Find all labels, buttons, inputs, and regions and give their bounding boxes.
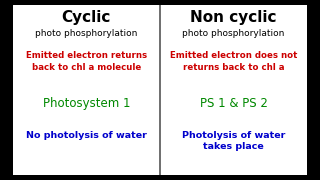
Text: photo phosphorylation: photo phosphorylation: [182, 29, 285, 38]
Text: Non cyclic: Non cyclic: [190, 10, 277, 26]
Text: Photolysis of water
takes place: Photolysis of water takes place: [182, 131, 285, 151]
Text: Cyclic: Cyclic: [62, 10, 111, 26]
Text: Emitted electron does not
returns back to chl a: Emitted electron does not returns back t…: [170, 51, 297, 72]
Text: Emitted electron returns
back to chl a molecule: Emitted electron returns back to chl a m…: [26, 51, 147, 72]
Text: photo phosphorylation: photo phosphorylation: [35, 29, 138, 38]
Text: Photosystem 1: Photosystem 1: [43, 97, 130, 110]
Text: PS 1 & PS 2: PS 1 & PS 2: [200, 97, 268, 110]
Text: No photolysis of water: No photolysis of water: [26, 131, 147, 140]
